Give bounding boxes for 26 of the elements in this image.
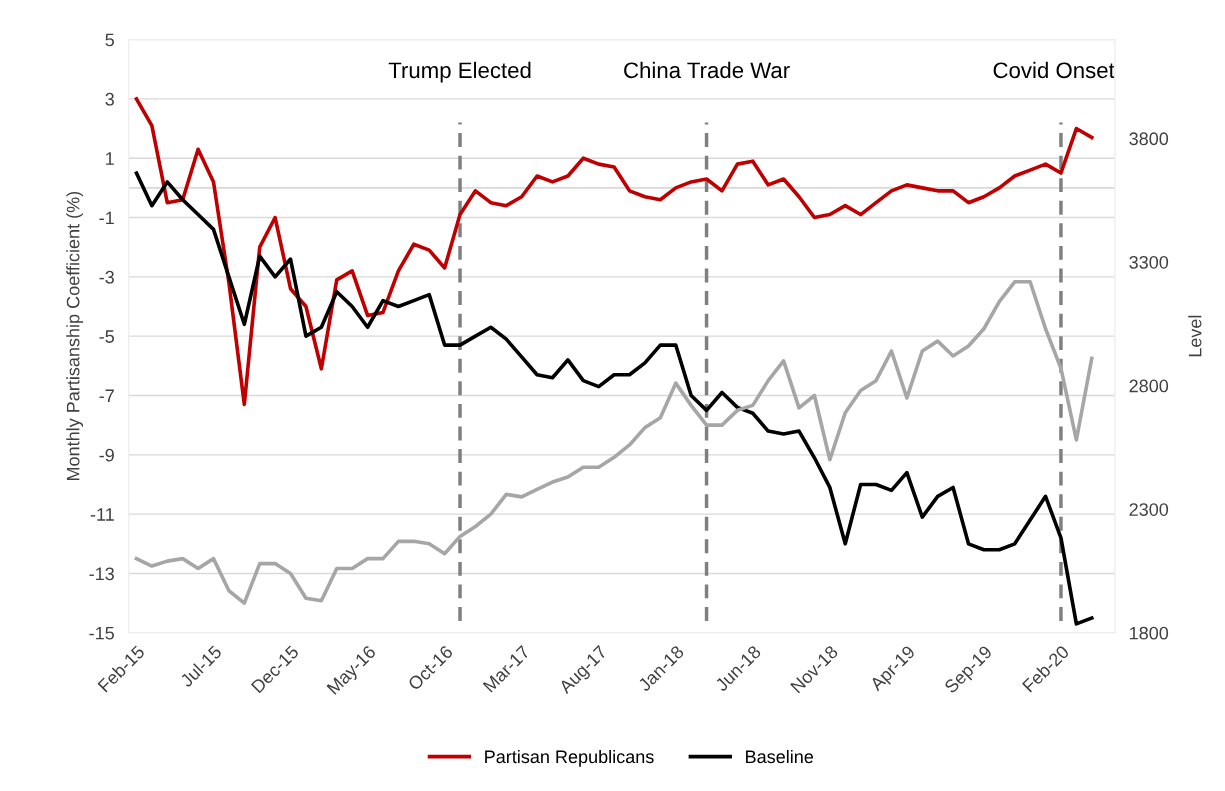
line-series <box>134 279 1094 605</box>
y2-tick-label: 3300 <box>1129 255 1169 269</box>
y-tick-label: -9 <box>99 448 114 462</box>
y-tick-label: -3 <box>99 270 114 284</box>
ref-line-label: China Trade War <box>624 61 790 79</box>
y2-tick-label: 3800 <box>1129 132 1169 146</box>
line-series <box>134 171 1094 626</box>
y-tick-label: -15 <box>89 626 114 640</box>
y2-tick-label: 2800 <box>1129 379 1169 393</box>
y-tick-label: -5 <box>99 330 114 343</box>
legend-label: Partisan Republicans <box>485 749 654 767</box>
ref-line-label: Covid Onset <box>993 61 1115 79</box>
y-tick-label: -7 <box>99 389 114 403</box>
y-axis-title: Monthly Partisanship Coefficient (%) <box>66 191 84 481</box>
y2-tick-label: 1800 <box>1130 626 1169 640</box>
y-tick-label: 1 <box>106 152 114 165</box>
y-tick-label: 5 <box>105 33 114 47</box>
y-tick-label: -13 <box>89 567 114 581</box>
y-tick-label: -11 <box>90 508 114 521</box>
y-tick-label: -1 <box>99 211 114 225</box>
y2-tick-label: 2300 <box>1129 503 1169 516</box>
line-series <box>134 97 1094 407</box>
y-tick-label: 3 <box>105 92 114 106</box>
ref-line-label: Trump Elected <box>388 61 531 83</box>
y2-axis-title: Level <box>1188 315 1202 357</box>
legend-label: Baseline <box>746 749 814 764</box>
